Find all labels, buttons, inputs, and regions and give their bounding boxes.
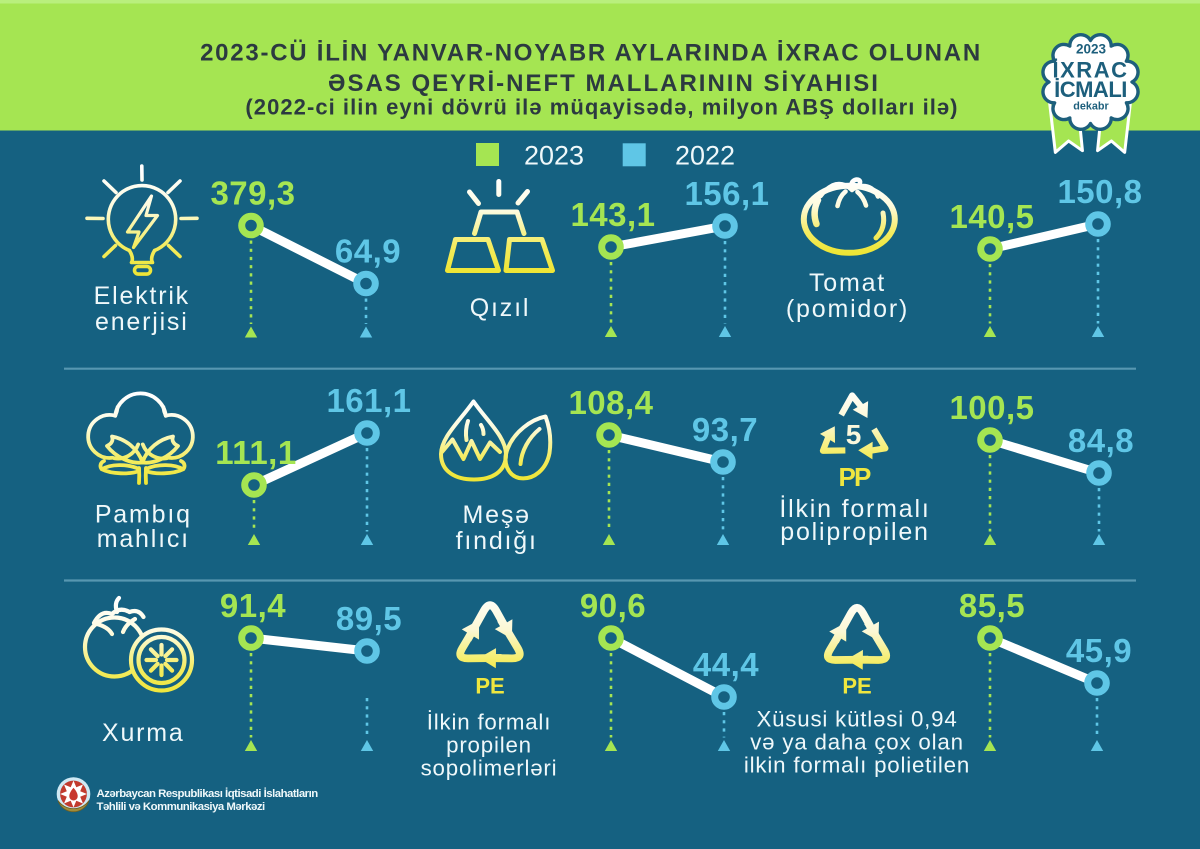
svg-text:100,5: 100,5 [949,389,1034,426]
svg-text:91,4: 91,4 [220,587,286,624]
svg-text:Təhlili və Kommunikasiya Mərkə: Təhlili və Kommunikasiya Mərkəzi [97,801,266,813]
svg-text:enerjisi: enerjisi [95,308,189,336]
svg-text:PE: PE [475,674,504,699]
svg-text:93,7: 93,7 [692,411,758,448]
svg-text:Pambıq: Pambıq [95,501,192,529]
svg-text:2022: 2022 [675,141,735,171]
svg-text:Tomat: Tomat [809,269,886,297]
svg-text:PP: PP [838,462,871,492]
svg-text:111,1: 111,1 [215,434,296,471]
svg-text:İlkin formalı: İlkin formalı [427,710,551,735]
svg-text:polipropilen: polipropilen [780,518,929,546]
svg-text:və ya daha çox olan: və ya daha çox olan [750,730,964,755]
svg-text:Qızıl: Qızıl [470,294,530,322]
svg-text:mahlıcı: mahlıcı [97,525,190,553]
svg-text:dekabr: dekabr [1073,101,1109,113]
svg-text:Xüsusi kütləsi 0,94: Xüsusi kütləsi 0,94 [756,707,957,732]
svg-text:45,9: 45,9 [1066,632,1132,669]
svg-text:ƏSAS QEYRİ-NEFT MALLARININ SİY: ƏSAS QEYRİ-NEFT MALLARININ SİYAHISI [328,70,880,97]
svg-text:İlkin formalı: İlkin formalı [779,494,930,523]
svg-text:150,8: 150,8 [1057,173,1142,210]
svg-text:85,5: 85,5 [959,587,1025,624]
svg-text:(2022-ci ilin eyni dövrü ilə m: (2022-ci ilin eyni dövrü ilə müqayisədə,… [245,95,958,120]
svg-text:108,4: 108,4 [568,384,653,421]
svg-text:Elektrik: Elektrik [94,282,190,310]
svg-text:2023: 2023 [524,141,584,171]
svg-text:5: 5 [846,419,862,450]
svg-text:(pomidor): (pomidor) [786,295,909,323]
svg-text:143,1: 143,1 [570,196,655,233]
svg-text:44,4: 44,4 [693,646,759,683]
svg-text:2023: 2023 [1076,42,1107,57]
svg-text:161,1: 161,1 [326,382,411,419]
svg-text:89,5: 89,5 [336,600,402,637]
svg-text:Xurma: Xurma [102,719,185,747]
svg-text:84,8: 84,8 [1068,422,1134,459]
svg-text:379,3: 379,3 [210,175,295,212]
svg-text:İCMALI: İCMALI [1054,77,1127,102]
svg-text:90,6: 90,6 [580,587,646,624]
svg-text:fındığı: fındığı [456,527,538,555]
svg-text:2023-CÜ İLİN YANVAR-NOYABR AYL: 2023-CÜ İLİN YANVAR-NOYABR AYLARINDA İXR… [200,40,982,67]
svg-text:ilkin formalı polietilen: ilkin formalı polietilen [744,753,970,778]
svg-text:İXRAC: İXRAC [1053,58,1129,83]
svg-text:PE: PE [842,674,871,699]
svg-text:64,9: 64,9 [335,233,401,270]
svg-text:Meşə: Meşə [463,501,531,529]
svg-text:propilen: propilen [446,733,532,758]
svg-text:sopolimerləri: sopolimerləri [421,756,558,781]
svg-text:156,1: 156,1 [684,175,769,212]
svg-text:Azərbaycan Respublikası İqtisa: Azərbaycan Respublikası İqtisadi İslahat… [97,787,319,800]
svg-text:140,5: 140,5 [949,198,1034,235]
